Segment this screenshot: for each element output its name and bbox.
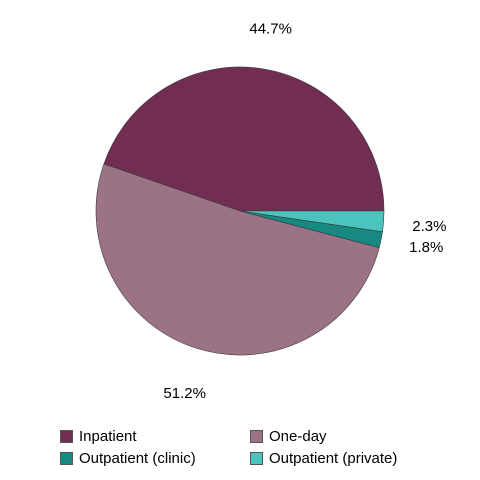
- data-label-inpatient: 44.7%: [249, 21, 292, 38]
- legend-label-one-day: One-day: [269, 427, 327, 445]
- pie-slice-inpatient: [103, 66, 385, 212]
- chart-legend: Inpatient One-day Outpatient (clinic) Ou…: [60, 427, 440, 467]
- legend-label-outpatient-clinic: Outpatient (clinic): [79, 449, 196, 467]
- pie-slices: [95, 66, 385, 356]
- legend-swatch-inpatient: [60, 429, 73, 443]
- pie-data-labels: 44.7% 51.2% 1.8% 2.3%: [163, 21, 446, 402]
- data-label-one-day: 51.2%: [163, 385, 206, 402]
- data-label-outpatient-private: 2.3%: [412, 218, 446, 235]
- legend-label-inpatient: Inpatient: [79, 427, 137, 445]
- legend-item-outpatient-clinic: Outpatient (clinic): [60, 449, 250, 467]
- legend-swatch-outpatient-private: [250, 451, 263, 465]
- legend-item-outpatient-private: Outpatient (private): [250, 449, 440, 467]
- legend-label-outpatient-private: Outpatient (private): [269, 449, 398, 467]
- pie-slice-one-day: [95, 163, 380, 356]
- legend-swatch-one-day: [250, 429, 263, 443]
- pie-slice-outpatient-private: [239, 210, 385, 233]
- legend-swatch-outpatient-clinic: [60, 451, 73, 465]
- legend-item-one-day: One-day: [250, 427, 440, 445]
- legend-item-inpatient: Inpatient: [60, 427, 250, 445]
- pie-chart-canvas: 44.7% 51.2% 1.8% 2.3%: [95, 21, 446, 402]
- data-label-outpatient-clinic: 1.8%: [409, 239, 443, 256]
